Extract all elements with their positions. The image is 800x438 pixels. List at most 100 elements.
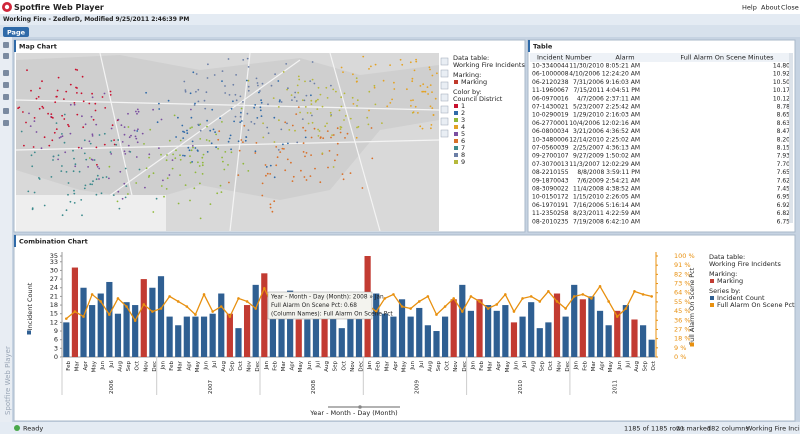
map-dot (386, 105, 389, 108)
x-tick-label: Dec (152, 361, 158, 372)
map-dot (30, 154, 33, 157)
product: Web Player (53, 3, 104, 12)
y-tick-label: 6 (54, 336, 58, 344)
map-legend-table: Working Fire Incidents (453, 61, 525, 69)
map-dot (295, 113, 298, 115)
map-dot (190, 116, 193, 119)
close-link[interactable]: Close (781, 4, 799, 12)
y2-tick-label: 100 % (674, 252, 695, 260)
pan-right[interactable] (440, 105, 449, 114)
map-dot (341, 173, 344, 176)
sidebar-label: Spotfire Web Player (4, 346, 12, 415)
zoom-in[interactable] (440, 57, 449, 66)
x-tick-label: Sep (333, 361, 339, 372)
map-dot (319, 93, 322, 96)
map-dot (30, 89, 32, 92)
tool-export[interactable] (3, 120, 9, 126)
help-link[interactable]: Help (742, 4, 757, 12)
map-dot (321, 105, 324, 108)
line-point (133, 319, 137, 322)
map-dot (326, 122, 328, 125)
map-dot (33, 151, 36, 154)
map-dot (72, 149, 74, 152)
district-name: 4 (461, 123, 465, 131)
map-dot (410, 105, 412, 107)
map-dot (197, 150, 199, 152)
bar (218, 293, 225, 357)
column-header: Full Alarm On Scene Minutes (680, 54, 774, 62)
table-cell: 11/3/2007 12:02:29 AM (569, 161, 640, 168)
x-slider-handle[interactable] (358, 405, 362, 409)
table-cell: 8/8/2008 3:59:11 PM (577, 169, 640, 176)
about-link[interactable]: About (761, 4, 781, 12)
bar (183, 316, 190, 357)
map-dot (109, 94, 112, 96)
tool-filter[interactable] (3, 70, 9, 76)
map-dot (421, 127, 424, 130)
zoom-box[interactable] (440, 81, 449, 90)
map-dot (67, 123, 69, 126)
map-dot (282, 143, 284, 146)
table-cell: 10-0150172 (532, 194, 569, 201)
bar (536, 328, 543, 357)
x-tick-label: Oct (135, 360, 141, 370)
map-dot (319, 136, 322, 139)
map-dot (29, 125, 32, 127)
map-dot (188, 149, 191, 152)
x-tick-label: Apr (496, 360, 502, 370)
map-dot (158, 102, 160, 105)
page-tab-label[interactable]: Page (7, 29, 26, 37)
district-swatch (454, 125, 458, 129)
tool-undo[interactable] (3, 42, 9, 48)
pan-up[interactable] (440, 117, 449, 126)
tool-tags[interactable] (3, 94, 9, 100)
map-dot (237, 174, 240, 177)
map-dot (101, 96, 104, 98)
map-dot (61, 135, 64, 138)
map-dot (310, 94, 312, 97)
panel-marker (14, 40, 16, 52)
x-tick-label: Feb (272, 361, 278, 371)
map-dot (264, 164, 267, 166)
line-point (168, 295, 171, 298)
map-dot (95, 178, 98, 181)
tool-print[interactable] (3, 108, 9, 114)
bar (450, 299, 457, 357)
map-dot (183, 154, 186, 157)
map-dot (175, 136, 178, 138)
y-tick-label: 30 (50, 266, 58, 274)
map-dot (221, 156, 224, 159)
map-dot (192, 71, 195, 74)
map-dot (63, 113, 66, 116)
map-dot (204, 107, 207, 110)
x-tick-label: Feb (169, 361, 175, 371)
zoom-out[interactable] (440, 69, 449, 78)
map-dot (256, 117, 259, 119)
page-tab[interactable] (3, 27, 29, 37)
tool-redo[interactable] (3, 53, 9, 59)
map-dot (310, 103, 313, 105)
map-dot (179, 174, 182, 177)
map-dot (92, 180, 94, 183)
pan-down[interactable] (440, 129, 449, 138)
table-cell: 11-1960067 (532, 87, 569, 94)
map-dot (113, 143, 116, 146)
map-dot (313, 127, 316, 130)
map-dot (77, 146, 80, 149)
map-dot (239, 115, 242, 118)
map-dot (51, 139, 54, 142)
bar (140, 279, 147, 357)
legend-swatch (710, 279, 714, 283)
map-dot (240, 111, 242, 114)
pan-left[interactable] (440, 93, 449, 102)
line-point (159, 307, 163, 310)
y-tick-label: 18 (50, 301, 58, 309)
map-dot (207, 63, 209, 66)
map-dot (373, 84, 376, 87)
tool-bookmark[interactable] (3, 82, 9, 88)
map-dot (296, 141, 299, 144)
bar (175, 325, 182, 357)
bar (166, 316, 173, 357)
bar (562, 316, 569, 357)
map-dot (314, 167, 316, 170)
